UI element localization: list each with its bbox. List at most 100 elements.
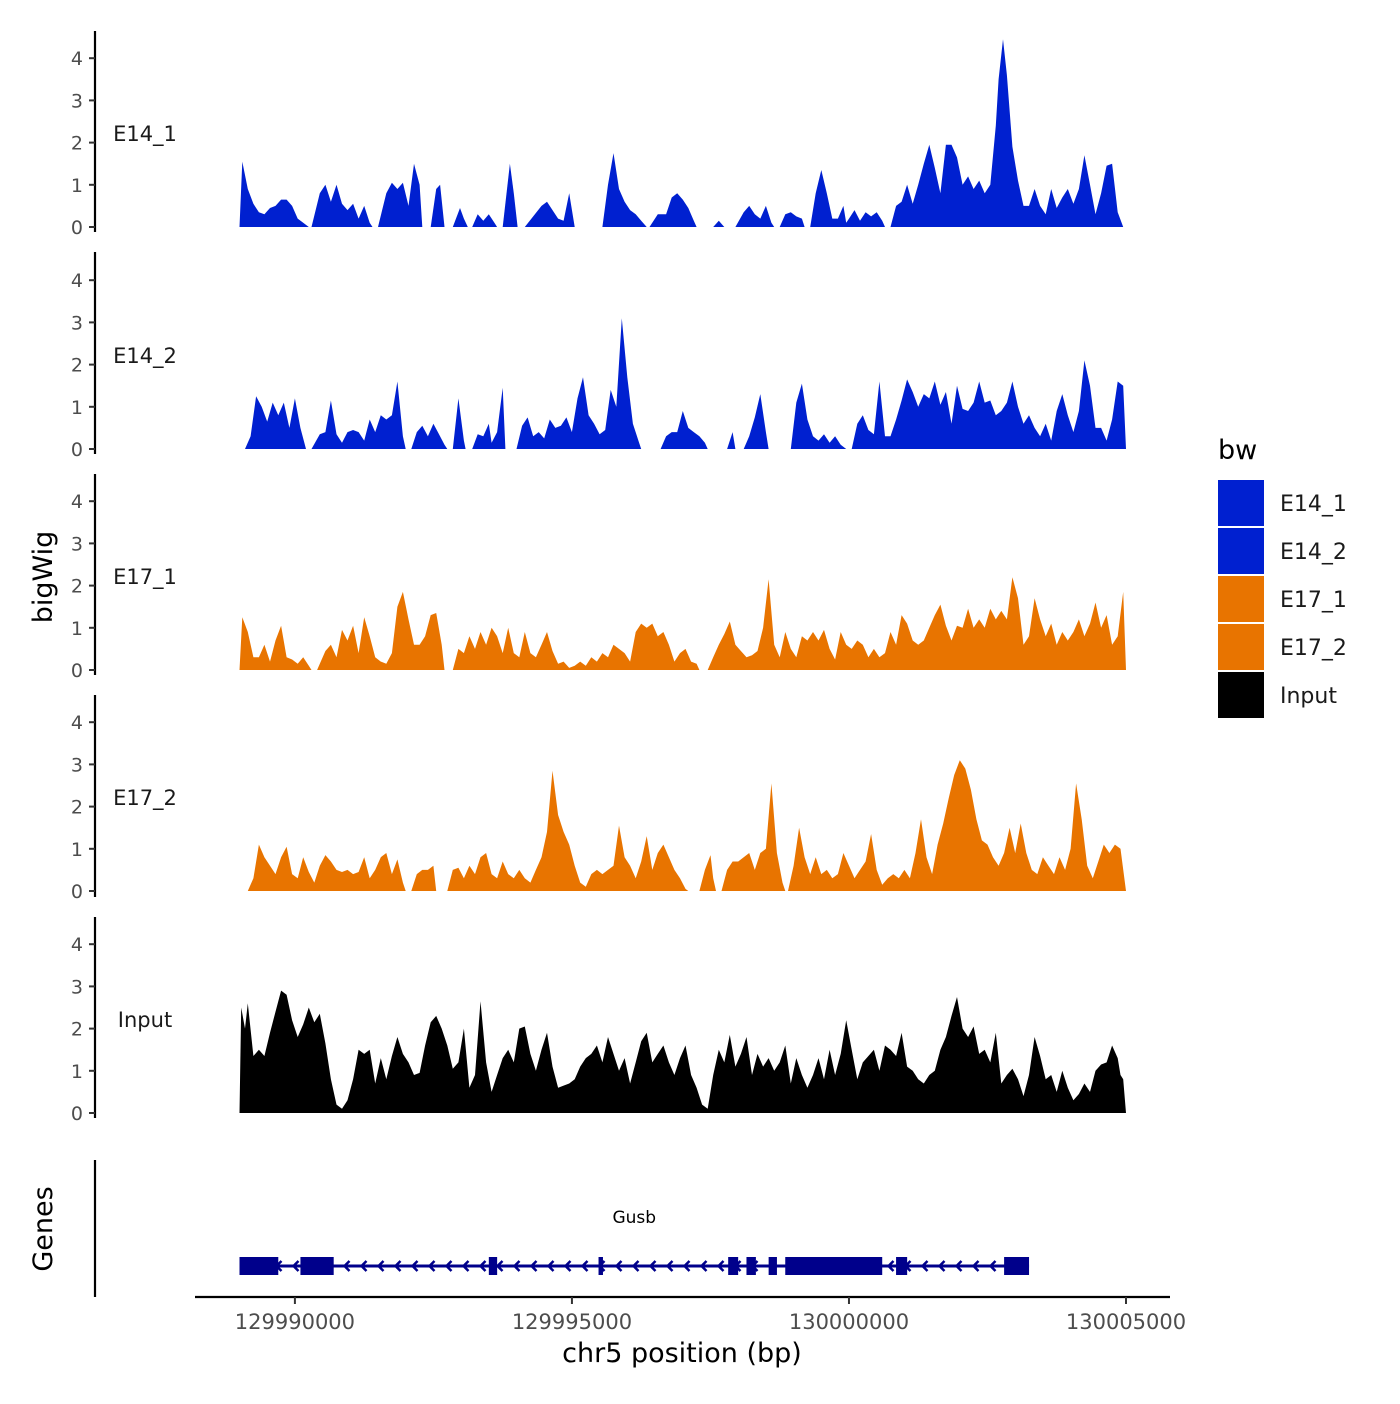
strand-arrow	[563, 1260, 572, 1272]
strand-arrow	[546, 1260, 555, 1272]
y-tick-label: 1	[71, 839, 83, 861]
strand-arrow	[682, 1260, 691, 1272]
y-tick-label: 3	[71, 312, 83, 334]
y-tick-label: 2	[71, 1019, 83, 1041]
legend: bw E14_1 E14_2 E17_1 E17_2 Input	[1218, 435, 1347, 718]
strand-arrow	[716, 1260, 725, 1272]
strand-arrow	[291, 1260, 300, 1272]
y-tick-label: 3	[71, 533, 83, 555]
track-E14_2: 0 1 2 3 4 E14_2	[71, 252, 1126, 461]
legend-swatch	[1218, 528, 1264, 574]
coverage-area	[245, 396, 306, 449]
coverage-area	[411, 423, 448, 449]
coverage-area	[430, 184, 445, 227]
y-tick-label: 1	[71, 618, 83, 640]
coverage-area	[790, 383, 847, 449]
coverage-area	[735, 205, 775, 227]
coverage-area	[472, 387, 506, 449]
coverage-area	[317, 591, 445, 670]
track-Input: 0 1 2 3 4 Input	[71, 917, 1126, 1125]
coverage-area	[779, 212, 805, 227]
coverage-area	[239, 617, 312, 670]
track-E17_2: 0 1 2 3 4 E17_2	[71, 695, 1126, 903]
legend-label: E17_1	[1280, 588, 1347, 613]
coverage-area	[452, 398, 466, 449]
legend-swatch	[1218, 672, 1264, 718]
legend-label: Input	[1280, 684, 1337, 709]
strand-arrow	[495, 1260, 504, 1272]
x-axis: 129990000 129995000 130000000 130005000	[195, 1295, 1186, 1334]
strand-arrow	[886, 1260, 895, 1272]
strand-arrow	[410, 1260, 419, 1272]
y-tick-label: 0	[71, 881, 83, 903]
coverage-area	[452, 208, 468, 227]
strand-arrow	[665, 1260, 674, 1272]
y-axis-title: bigWig	[28, 531, 59, 624]
coverage-area	[707, 577, 1126, 670]
coverage-area	[699, 855, 716, 891]
y-tick-label: 4	[71, 934, 83, 956]
legend-title: bw	[1218, 435, 1257, 466]
strand-arrow	[376, 1260, 385, 1272]
y-tick-label: 4	[71, 491, 83, 513]
coverage-area	[452, 623, 700, 670]
gene-label: Gusb	[612, 1208, 656, 1228]
x-tick-label: 129990000	[235, 1310, 355, 1334]
y-tick-label: 0	[71, 1103, 83, 1125]
strand-arrow	[580, 1260, 589, 1272]
y-tick-label: 3	[71, 90, 83, 112]
y-tick-label: 1	[71, 175, 83, 197]
coverage-area	[447, 770, 689, 891]
y-tick-label: 3	[71, 754, 83, 776]
coverage-area	[516, 318, 642, 449]
coverage-area	[890, 39, 1124, 228]
coverage-area	[851, 360, 1126, 449]
strand-arrow	[648, 1260, 657, 1272]
track-label: E14_1	[113, 122, 177, 147]
gene-exon	[598, 1257, 603, 1275]
track-label: Input	[118, 1008, 172, 1032]
gene-exon	[1004, 1257, 1030, 1275]
y-tick-label: 2	[71, 797, 83, 819]
strand-arrow	[937, 1260, 946, 1272]
y-tick-label: 0	[71, 660, 83, 682]
gene-exon	[785, 1257, 883, 1275]
gene-exon	[896, 1257, 908, 1275]
strand-arrow	[971, 1260, 980, 1272]
track-label: E17_1	[113, 565, 177, 590]
coverage-area	[247, 844, 406, 891]
x-axis-title: chr5 position (bp)	[562, 1338, 802, 1369]
strand-arrow	[954, 1260, 963, 1272]
legend-swatch	[1218, 480, 1264, 526]
strand-arrow	[614, 1260, 623, 1272]
coverage-area	[502, 163, 518, 227]
strand-arrow	[461, 1260, 470, 1272]
y-tick-label: 0	[71, 217, 83, 239]
y-tick-label: 2	[71, 133, 83, 155]
strand-arrow	[359, 1260, 368, 1272]
strand-arrow	[529, 1260, 538, 1272]
strand-arrow	[478, 1260, 487, 1272]
coverage-area	[411, 865, 437, 891]
track-E14_1: 0 1 2 3 4 E14_1	[71, 31, 1124, 239]
legend-label: E14_1	[1280, 492, 1347, 517]
x-tick-label: 129995000	[512, 1310, 632, 1334]
strand-arrow	[988, 1260, 997, 1272]
coverage-area	[378, 163, 423, 227]
gene-exon	[488, 1257, 498, 1275]
y-tick-label: 2	[71, 355, 83, 377]
strand-arrow	[342, 1260, 351, 1272]
coverage-area	[239, 990, 1126, 1113]
coverage-area	[311, 184, 373, 227]
strand-arrow	[920, 1260, 929, 1272]
strand-arrow	[427, 1260, 436, 1272]
coverage-area	[713, 220, 725, 227]
y-tick-label: 4	[71, 712, 83, 734]
coverage-area	[239, 161, 309, 227]
legend-label: E14_2	[1280, 540, 1347, 565]
x-tick-label: 130005000	[1066, 1310, 1186, 1334]
gene-exon	[728, 1257, 739, 1275]
y-tick-label: 2	[71, 576, 83, 598]
